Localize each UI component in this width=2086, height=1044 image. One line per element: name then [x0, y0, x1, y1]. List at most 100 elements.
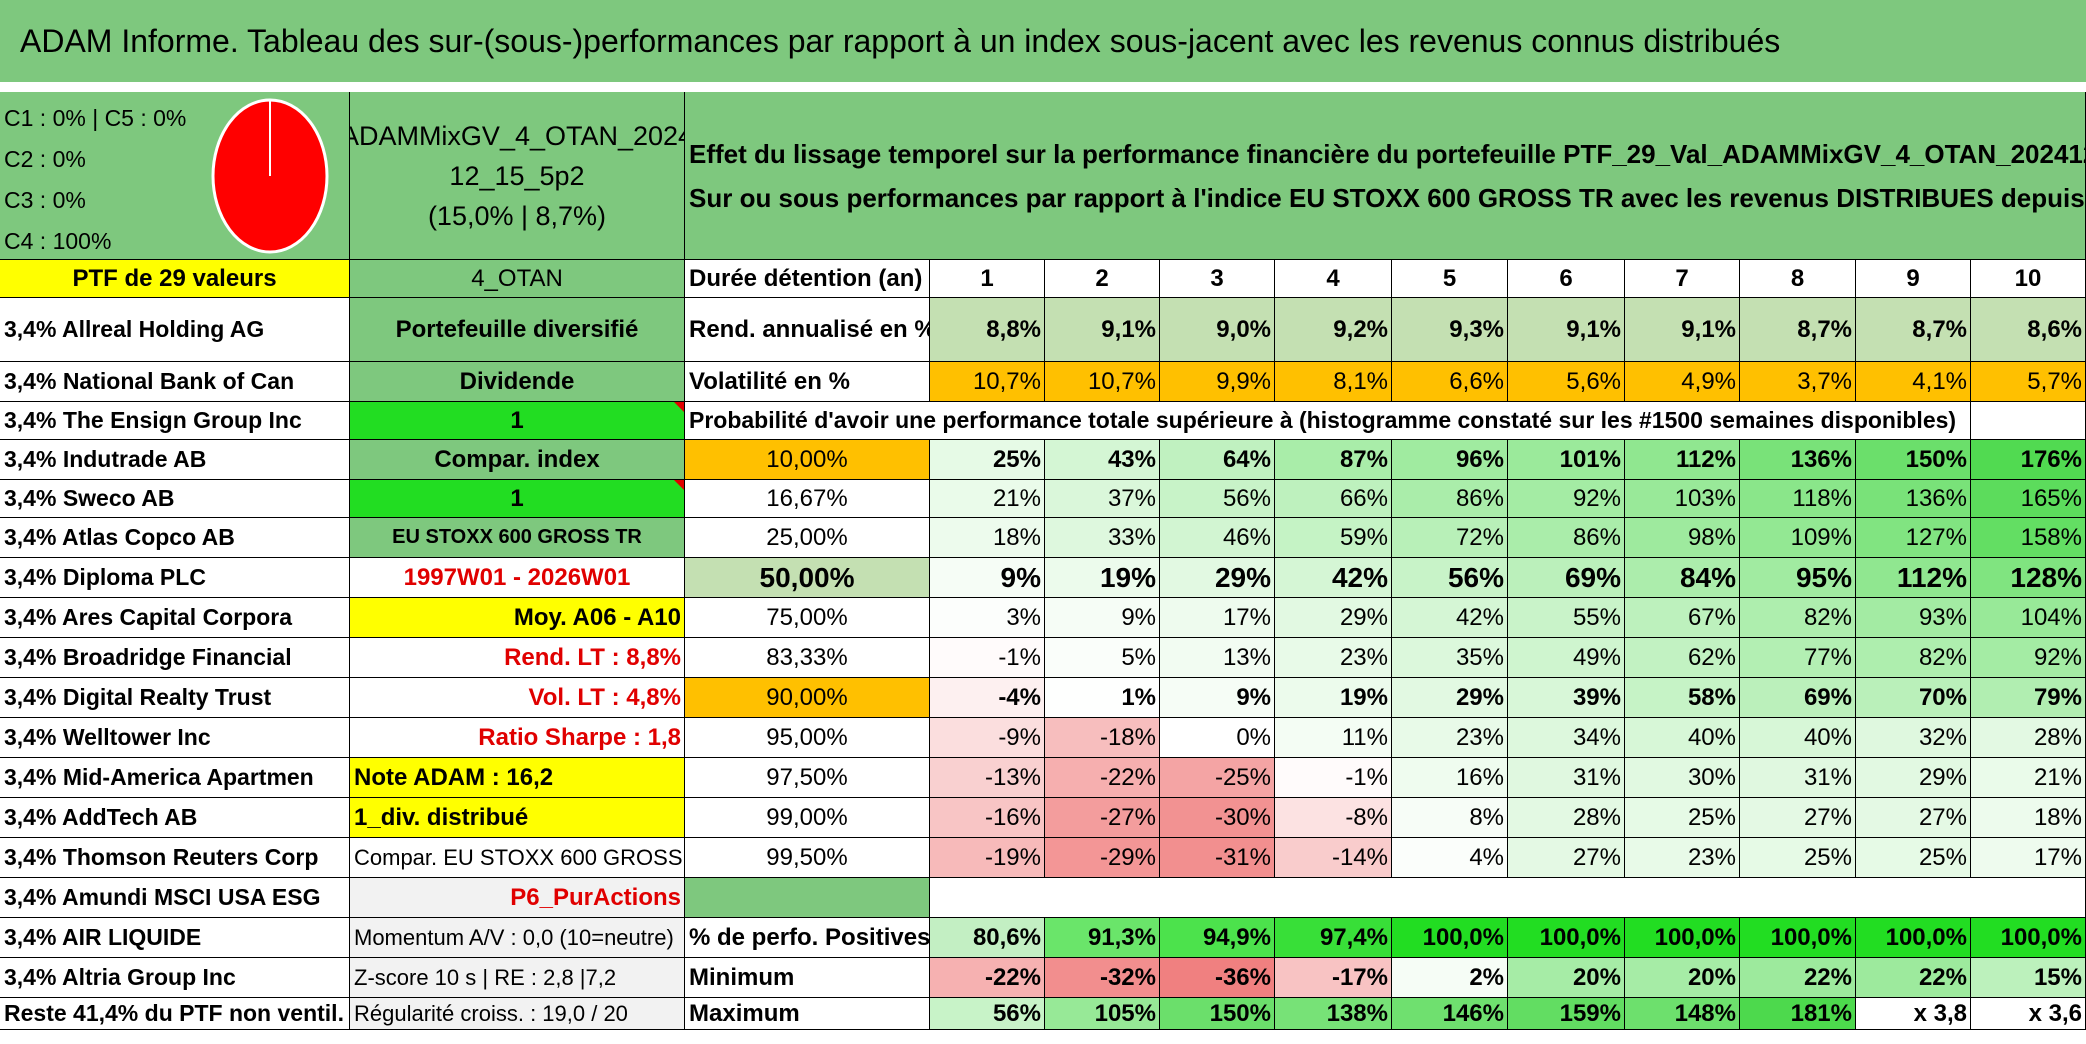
description-line1: Effet du lissage temporel sur la perform…: [689, 138, 2086, 169]
minimum-value: 20%: [1625, 958, 1740, 998]
quantile-label: 83,33%: [685, 638, 930, 678]
holding-row: 3,4% Allreal Holding AG: [0, 298, 350, 362]
quantile-value: 29%: [1392, 678, 1508, 718]
rend-value: 9,1%: [1625, 298, 1740, 362]
quantile-value: -16%: [930, 798, 1045, 838]
quantile-value: 29%: [1275, 598, 1392, 638]
info-flag-one-a: 1: [350, 402, 685, 440]
year-header: 4: [1275, 260, 1392, 298]
rend-value: 9,3%: [1392, 298, 1508, 362]
holding-row: 3,4% Thomson Reuters Corp: [0, 838, 350, 878]
quantile-value: 19%: [1275, 678, 1392, 718]
quantile-value: 37%: [1045, 480, 1160, 518]
duration-label: Durée détention (an): [685, 260, 930, 298]
quantile-value: 55%: [1508, 598, 1625, 638]
info-p6: P6_PurActions: [350, 878, 685, 918]
minimum-value: 20%: [1508, 958, 1625, 998]
quantile-value: 101%: [1508, 440, 1625, 480]
quantile-value: 33%: [1045, 518, 1160, 558]
quantile-value: 42%: [1275, 558, 1392, 598]
info-moyenne: Moy. A06 - A10: [350, 598, 685, 638]
quantile-value: 8%: [1392, 798, 1508, 838]
quantile-value: 31%: [1508, 758, 1625, 798]
probability-title: Probabilité d'avoir une performance tota…: [685, 402, 1971, 440]
holding-row: 3,4% AIR LIQUIDE: [0, 918, 350, 958]
holding-row: 3,4% Broadridge Financial: [0, 638, 350, 678]
description-block: Effet du lissage temporel sur la perform…: [685, 92, 2086, 260]
quantile-value: 136%: [1740, 440, 1856, 480]
quantile-label: 99,00%: [685, 798, 930, 838]
year-header: 5: [1392, 260, 1508, 298]
quantile-value: 40%: [1625, 718, 1740, 758]
quantile-value: 39%: [1508, 678, 1625, 718]
quantile-value: 176%: [1971, 440, 2086, 480]
quantile-value: 77%: [1740, 638, 1856, 678]
quantile-value: 165%: [1971, 480, 2086, 518]
holding-row: Reste 41,4% du PTF non ventil.: [0, 998, 350, 1030]
quantile-value: 69%: [1740, 678, 1856, 718]
quantile-value: 27%: [1856, 798, 1971, 838]
quantile-value: 64%: [1160, 440, 1275, 480]
fund-name-line3: (15,0% | 8,7%): [427, 200, 607, 231]
quantile-label: 75,00%: [685, 598, 930, 638]
holding-row: 3,4% Indutrade AB: [0, 440, 350, 480]
quantile-label: 90,00%: [685, 678, 930, 718]
quantile-value: -8%: [1275, 798, 1392, 838]
info-dividende: Dividende: [350, 362, 685, 402]
quantile-value: -25%: [1160, 758, 1275, 798]
info-dividend-count: 1_div. distribué: [350, 798, 685, 838]
quantile-value: 49%: [1508, 638, 1625, 678]
year-header: 3: [1160, 260, 1275, 298]
rend-value: 8,7%: [1740, 298, 1856, 362]
allocation-pie-chart: [211, 98, 329, 254]
quantile-value: -14%: [1275, 838, 1392, 878]
quantile-value: 112%: [1625, 440, 1740, 480]
positive-value: 100,0%: [1740, 918, 1856, 958]
quantile-value: 42%: [1392, 598, 1508, 638]
quantile-value: -29%: [1045, 838, 1160, 878]
positive-value: 100,0%: [1971, 918, 2086, 958]
quantile-value: 4%: [1392, 838, 1508, 878]
quantile-value: -30%: [1160, 798, 1275, 838]
year-header: 9: [1856, 260, 1971, 298]
quantile-value: 23%: [1275, 638, 1392, 678]
positive-value: 91,3%: [1045, 918, 1160, 958]
quantile-label: 16,67%: [685, 480, 930, 518]
probability-title-spacer: [1971, 402, 2086, 440]
composition-line: C2 : 0%: [4, 146, 86, 172]
holding-row: 3,4% Ares Capital Corpora: [0, 598, 350, 638]
quantile-value: 46%: [1160, 518, 1275, 558]
quantile-value: 18%: [930, 518, 1045, 558]
info-zscore: Z-score 10 s | RE : 2,8 |7,2: [350, 958, 685, 998]
rend-value: 8,6%: [1971, 298, 2086, 362]
quantile-value: 150%: [1856, 440, 1971, 480]
holding-row: 3,4% Welltower Inc: [0, 718, 350, 758]
volatility-value: 8,1%: [1275, 362, 1392, 402]
info-index-name: EU STOXX 600 GROSS TR: [350, 518, 685, 558]
holding-row: 3,4% Sweco AB: [0, 480, 350, 518]
blank-green-cell: [685, 878, 930, 918]
quantile-value: 1%: [1045, 678, 1160, 718]
description-line2: Sur ou sous performances par rapport à l…: [689, 182, 2086, 213]
composition-lines: C1 : 0% | C5 : 0% C2 : 0% C3 : 0% C4 : 100%: [4, 98, 186, 259]
maximum-value: 146%: [1392, 998, 1508, 1030]
quantile-value: 19%: [1045, 558, 1160, 598]
holding-row: 3,4% Amundi MSCI USA ESG: [0, 878, 350, 918]
quantile-value: 28%: [1508, 798, 1625, 838]
rend-value: 9,0%: [1160, 298, 1275, 362]
composition-block: C1 : 0% | C5 : 0% C2 : 0% C3 : 0% C4 : 100%: [0, 92, 350, 260]
quantile-value: -27%: [1045, 798, 1160, 838]
volatility-value: 9,9%: [1160, 362, 1275, 402]
positive-value: 97,4%: [1275, 918, 1392, 958]
quantile-value: 43%: [1045, 440, 1160, 480]
positive-value: 94,9%: [1160, 918, 1275, 958]
quantile-value: 58%: [1625, 678, 1740, 718]
quantile-value: 86%: [1508, 518, 1625, 558]
fund-name-block: ADAMMixGV_4_OTAN_2024 12_15_5p2 (15,0% | 8…: [350, 92, 685, 260]
quantile-label: 10,00%: [685, 440, 930, 480]
quantile-value: 29%: [1856, 758, 1971, 798]
quantile-value: 40%: [1740, 718, 1856, 758]
volatility-value: 4,1%: [1856, 362, 1971, 402]
rend-value: 9,1%: [1508, 298, 1625, 362]
rend-label: Rend. annualisé en %: [685, 298, 930, 362]
